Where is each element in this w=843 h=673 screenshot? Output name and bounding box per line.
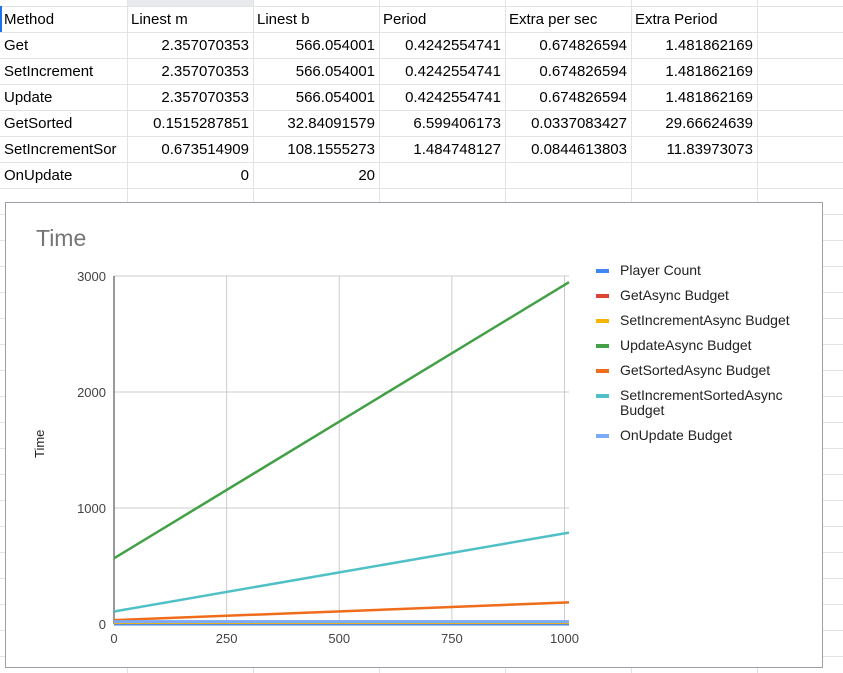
- legend-item[interactable]: Player Count: [596, 263, 816, 278]
- legend-label: SetIncrementAsync Budget: [620, 312, 790, 328]
- table-cell[interactable]: 0.0337083427: [531, 115, 627, 132]
- table-cell[interactable]: Update: [4, 89, 53, 106]
- table-cell[interactable]: 0.4242554741: [405, 89, 501, 106]
- legend-swatch: [596, 344, 609, 348]
- table-cell[interactable]: 0.674826594: [539, 63, 627, 80]
- table-cell[interactable]: 566.054001: [295, 37, 375, 54]
- table-cell[interactable]: 0.673514909: [161, 141, 249, 158]
- legend-item[interactable]: SetIncrementAsync Budget: [596, 313, 816, 328]
- x-tick-label: 250: [216, 631, 238, 646]
- legend-label: UpdateAsync Budget: [620, 337, 752, 353]
- table-cell[interactable]: 0.0844613803: [531, 141, 627, 158]
- table-cell[interactable]: [631, 163, 757, 188]
- legend-swatch: [596, 319, 609, 323]
- series-line-4: [113, 601, 570, 622]
- table-cell[interactable]: 0.4242554741: [405, 63, 501, 80]
- table-cell[interactable]: 108.1555273: [287, 141, 375, 158]
- y-tick-label: 3000: [77, 269, 106, 284]
- legend-label: GetSortedAsync Budget: [620, 362, 771, 378]
- legend-swatch: [596, 269, 609, 273]
- chart-title: Time: [36, 225, 87, 251]
- plot-area: 0 1000 2000 3000 0 250 500 750 1000: [77, 269, 579, 646]
- legend-swatch: [596, 294, 609, 298]
- table-cell[interactable]: SetIncrementSor: [4, 141, 117, 158]
- table-cell[interactable]: [379, 163, 505, 188]
- table-cell[interactable]: 32.84091579: [287, 115, 375, 132]
- y-tick-label: 1000: [77, 501, 106, 516]
- header-cell[interactable]: Linest b: [257, 11, 310, 28]
- table-cell[interactable]: 0.674826594: [539, 89, 627, 106]
- table-cell[interactable]: 1.481862169: [665, 63, 753, 80]
- table-cell[interactable]: 0.4242554741: [405, 37, 501, 54]
- legend-label: Player Count: [620, 262, 701, 278]
- series-line-3: [113, 281, 570, 560]
- table-cell[interactable]: 566.054001: [295, 89, 375, 106]
- legend-label: GetAsync Budget: [620, 287, 729, 303]
- column-header-strip: [127, 0, 253, 6]
- table-cell[interactable]: 0.1515287851: [153, 115, 249, 132]
- table-cell[interactable]: 2.357070353: [161, 37, 249, 54]
- legend-item[interactable]: SetIncrementSortedAsync Budget: [596, 388, 816, 418]
- active-cell-indicator: [0, 6, 2, 32]
- x-tick-label: 1000: [550, 631, 579, 646]
- legend-item[interactable]: GetSortedAsync Budget: [596, 363, 816, 378]
- table-cell[interactable]: [505, 163, 631, 188]
- y-tick-label: 2000: [77, 385, 106, 400]
- legend-label: SetIncrementSortedAsync Budget: [620, 387, 783, 418]
- table-cell[interactable]: 1.481862169: [665, 37, 753, 54]
- series-line-5: [113, 531, 570, 613]
- legend-swatch: [596, 394, 609, 398]
- y-tick-label: 0: [99, 617, 106, 632]
- table-cell[interactable]: 1.484748127: [413, 141, 501, 158]
- legend-swatch: [596, 369, 609, 373]
- table-cell[interactable]: 29.66624639: [665, 115, 753, 132]
- table-cell[interactable]: 20: [358, 167, 375, 184]
- x-tick-label: 0: [110, 631, 117, 646]
- header-cell[interactable]: Period: [383, 11, 427, 28]
- table-cell[interactable]: Get: [4, 37, 29, 54]
- legend-swatch: [596, 434, 609, 438]
- table-cell[interactable]: OnUpdate: [4, 167, 73, 184]
- table-cell[interactable]: GetSorted: [4, 115, 73, 132]
- table-cell[interactable]: 0.674826594: [539, 37, 627, 54]
- x-tick-label: 750: [441, 631, 463, 646]
- table-cell[interactable]: 1.481862169: [665, 89, 753, 106]
- chart-legend: Player Count GetAsync Budget SetIncrementA…: [596, 263, 816, 453]
- embedded-chart[interactable]: Time Time 0 1000 2000 3000 0 250 500 750 1000 Pl…: [5, 202, 823, 668]
- table-cell[interactable]: 566.054001: [295, 63, 375, 80]
- header-cell[interactable]: Extra per sec: [509, 11, 598, 28]
- header-cell[interactable]: Method: [4, 11, 55, 28]
- legend-item[interactable]: OnUpdate Budget: [596, 428, 816, 443]
- table-cell[interactable]: 0: [240, 167, 249, 184]
- header-cell[interactable]: Extra Period: [635, 11, 718, 28]
- table-cell[interactable]: 11.83973073: [666, 141, 753, 158]
- legend-label: OnUpdate Budget: [620, 427, 733, 443]
- table-cell[interactable]: 2.357070353: [161, 89, 249, 106]
- legend-item[interactable]: UpdateAsync Budget: [596, 338, 816, 353]
- table-cell[interactable]: SetIncrement: [4, 63, 94, 80]
- table-cell[interactable]: 6.599406173: [413, 115, 501, 132]
- x-tick-label: 500: [328, 631, 350, 646]
- legend-item[interactable]: GetAsync Budget: [596, 288, 816, 303]
- header-cell[interactable]: Linest m: [131, 11, 188, 28]
- table-cell[interactable]: 2.357070353: [161, 63, 249, 80]
